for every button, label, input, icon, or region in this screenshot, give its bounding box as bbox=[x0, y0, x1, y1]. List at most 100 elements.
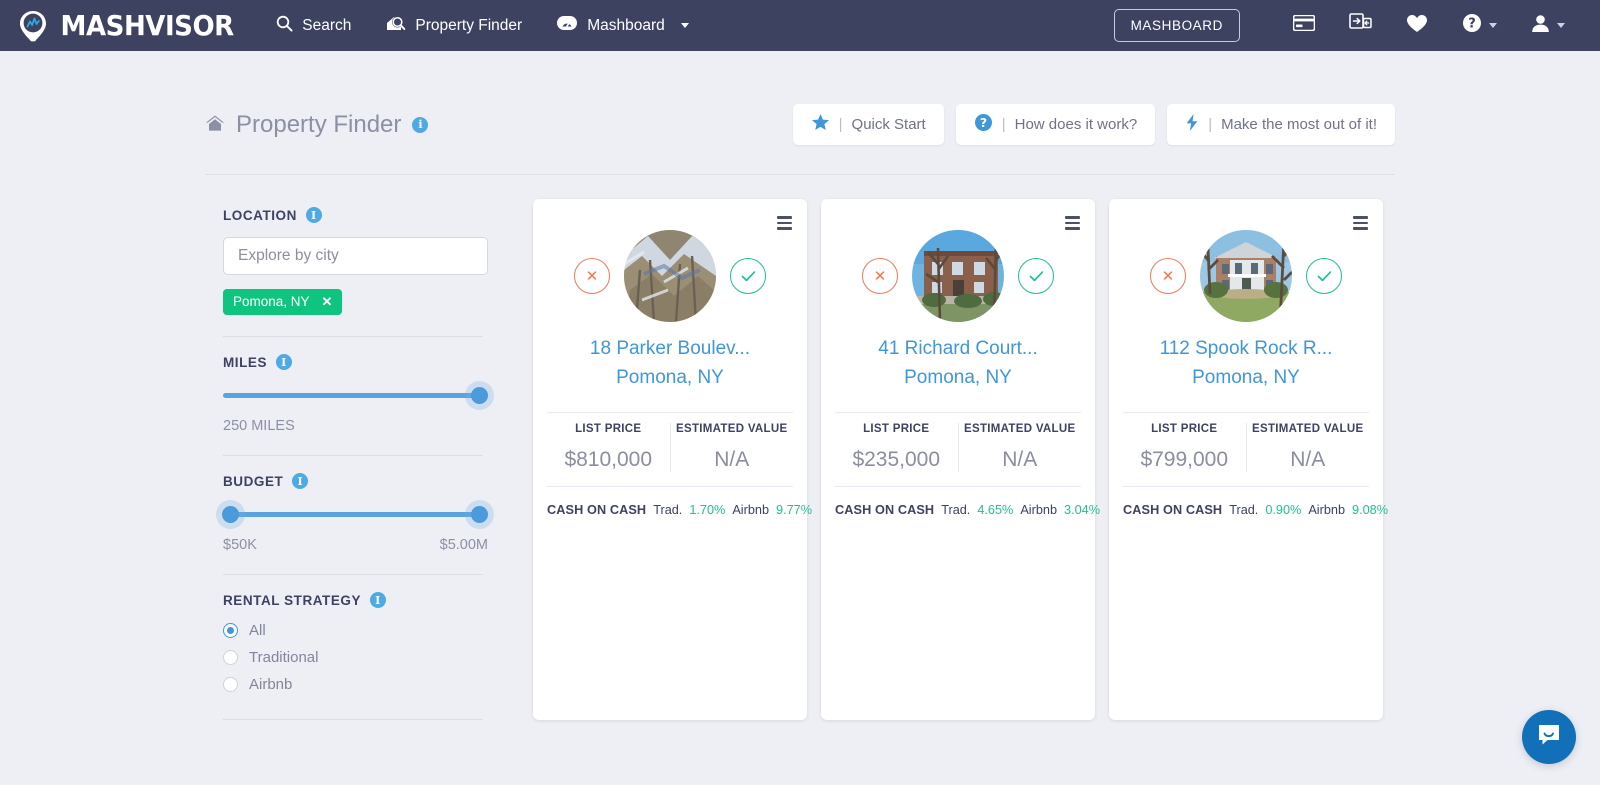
miles-slider[interactable] bbox=[223, 384, 488, 406]
question-icon: ? bbox=[974, 113, 993, 136]
card-actions-row: ✕ bbox=[821, 199, 1095, 322]
how-does-it-work-button[interactable]: ? | How does it work? bbox=[955, 104, 1156, 145]
favorites-button[interactable] bbox=[1389, 0, 1445, 51]
property-city: Pomona, NY bbox=[1192, 367, 1300, 388]
airbnb-value: 9.08% bbox=[1352, 503, 1388, 517]
mashboard-gauge-icon bbox=[556, 14, 578, 37]
budget-slider-handle-max[interactable] bbox=[471, 506, 488, 523]
estimated-value-cell: ESTIMATED VALUE N/A bbox=[1245, 423, 1370, 472]
main-content: LOCATION i Pomona, NY ✕ MILES i bbox=[205, 175, 1395, 720]
list-price-cell: LIST PRICE $235,000 bbox=[835, 423, 958, 472]
reject-property-button[interactable]: ✕ bbox=[574, 258, 610, 294]
budget-slider-track bbox=[223, 512, 488, 517]
radio-button[interactable] bbox=[223, 623, 238, 638]
chevron-down-icon bbox=[1489, 23, 1497, 28]
make-the-most-label: Make the most out of it! bbox=[1221, 116, 1377, 133]
list-price-header: LIST PRICE bbox=[863, 423, 930, 435]
reject-property-button[interactable]: ✕ bbox=[1150, 258, 1186, 294]
how-does-it-work-label: How does it work? bbox=[1014, 116, 1138, 133]
card-menu-icon[interactable] bbox=[1353, 216, 1368, 230]
miles-value-caption: 250 MILES bbox=[223, 418, 295, 434]
info-icon[interactable]: i bbox=[370, 592, 387, 608]
budget-slider-handle-min[interactable] bbox=[222, 506, 239, 523]
property-title[interactable]: 18 Parker Boulev... Pomona, NY bbox=[533, 322, 807, 412]
help-menu-button[interactable]: ? bbox=[1445, 0, 1514, 51]
location-tag-label: Pomona, NY bbox=[233, 294, 310, 309]
top-navigation-bar: MASHVISOR Search Property Finder bbox=[0, 0, 1600, 51]
radio-option-traditional[interactable]: Traditional bbox=[223, 649, 483, 666]
nav-item-mashboard-label: Mashboard bbox=[587, 16, 665, 34]
budget-max-label: $5.00M bbox=[439, 537, 488, 553]
property-photo[interactable] bbox=[1200, 230, 1292, 322]
info-icon[interactable]: i bbox=[292, 473, 309, 489]
property-photo[interactable] bbox=[624, 230, 716, 322]
airbnb-value: 3.04% bbox=[1064, 503, 1100, 517]
page-header: Property Finder i | Quick Start ? | How bbox=[205, 104, 1395, 175]
property-card[interactable]: ✕ bbox=[1109, 199, 1388, 720]
property-card[interactable]: ✕ bbox=[533, 199, 812, 720]
location-tag-pomona-ny[interactable]: Pomona, NY ✕ bbox=[223, 289, 343, 315]
export-window-button[interactable] bbox=[1332, 0, 1389, 51]
list-price-header: LIST PRICE bbox=[575, 423, 642, 435]
quick-start-button[interactable]: | Quick Start bbox=[792, 104, 944, 145]
brand-logo[interactable]: MASHVISOR bbox=[18, 9, 240, 42]
nav-item-mashboard[interactable]: Mashboard bbox=[556, 14, 689, 37]
property-address: 18 Parker Boulev... bbox=[589, 338, 751, 359]
filter-miles: MILES i 250 MILES bbox=[223, 337, 488, 456]
estimated-value-header: ESTIMATED VALUE bbox=[676, 423, 788, 435]
miles-label: MILES bbox=[223, 354, 268, 370]
account-menu-button[interactable] bbox=[1514, 0, 1582, 51]
cash-on-cash-row: CASH ON CASH Trad. 0.90% Airbnb 9.08% bbox=[1109, 487, 1388, 534]
location-label-row: LOCATION i bbox=[223, 207, 483, 223]
mashboard-button[interactable]: MASHBOARD bbox=[1113, 9, 1240, 42]
credit-card-button[interactable] bbox=[1276, 0, 1332, 51]
close-icon[interactable]: ✕ bbox=[321, 294, 333, 309]
card-actions-row: ✕ bbox=[1109, 199, 1383, 322]
info-icon[interactable]: i bbox=[305, 207, 322, 223]
radio-option-all[interactable]: All bbox=[223, 622, 483, 639]
budget-label: BUDGET bbox=[223, 473, 284, 489]
page-body: Property Finder i | Quick Start ? | How bbox=[0, 51, 1600, 720]
property-card[interactable]: ✕ bbox=[821, 199, 1100, 720]
radio-option-airbnb[interactable]: Airbnb bbox=[223, 676, 483, 693]
airbnb-value: 9.77% bbox=[776, 503, 812, 517]
traditional-key: Trad. bbox=[1229, 503, 1259, 517]
budget-min-label: $50K bbox=[223, 537, 257, 553]
miles-slider-handle[interactable] bbox=[471, 387, 488, 404]
property-title[interactable]: 112 Spook Rock R... Pomona, NY bbox=[1109, 322, 1383, 412]
traditional-value: 0.90% bbox=[1265, 503, 1302, 517]
card-menu-icon[interactable] bbox=[777, 216, 792, 230]
chat-launcher-button[interactable] bbox=[1522, 710, 1576, 764]
accept-property-button[interactable] bbox=[1018, 258, 1054, 294]
info-icon[interactable]: i bbox=[276, 354, 293, 370]
property-address: 112 Spook Rock R... bbox=[1159, 338, 1333, 359]
card-menu-icon[interactable] bbox=[1065, 216, 1080, 230]
accept-property-button[interactable] bbox=[1306, 258, 1342, 294]
make-the-most-button[interactable]: | Make the most out of it! bbox=[1167, 104, 1395, 145]
page-title-text: Property Finder bbox=[236, 110, 402, 138]
nav-item-property-finder[interactable]: Property Finder bbox=[385, 14, 522, 37]
property-title[interactable]: 41 Richard Court... Pomona, NY bbox=[821, 322, 1095, 412]
svg-text:?: ? bbox=[980, 115, 987, 130]
estimated-value-cell: ESTIMATED VALUE N/A bbox=[669, 423, 794, 472]
card-actions-row: ✕ bbox=[533, 199, 807, 322]
radio-button[interactable] bbox=[223, 650, 238, 665]
city-search-input[interactable] bbox=[223, 237, 488, 275]
property-photo[interactable] bbox=[912, 230, 1004, 322]
nav-item-search[interactable]: Search bbox=[276, 15, 351, 37]
price-summary: LIST PRICE $235,000 ESTIMATED VALUE N/A bbox=[835, 412, 1081, 487]
quick-start-label: Quick Start bbox=[851, 116, 926, 133]
star-icon bbox=[811, 113, 830, 136]
budget-slider[interactable] bbox=[222, 503, 488, 525]
help-question-icon: ? bbox=[1462, 13, 1482, 38]
info-icon[interactable]: i bbox=[412, 116, 429, 133]
brand-name: MASHVISOR bbox=[60, 9, 235, 42]
estimated-value-cell: ESTIMATED VALUE N/A bbox=[957, 423, 1082, 472]
radio-button[interactable] bbox=[223, 677, 238, 692]
reject-property-button[interactable]: ✕ bbox=[862, 258, 898, 294]
chevron-down-icon bbox=[680, 23, 689, 28]
price-summary: LIST PRICE $810,000 ESTIMATED VALUE N/A bbox=[547, 412, 793, 487]
bolt-icon bbox=[1185, 113, 1199, 136]
accept-property-button[interactable] bbox=[730, 258, 766, 294]
estimated-value-value: N/A bbox=[1002, 448, 1038, 471]
